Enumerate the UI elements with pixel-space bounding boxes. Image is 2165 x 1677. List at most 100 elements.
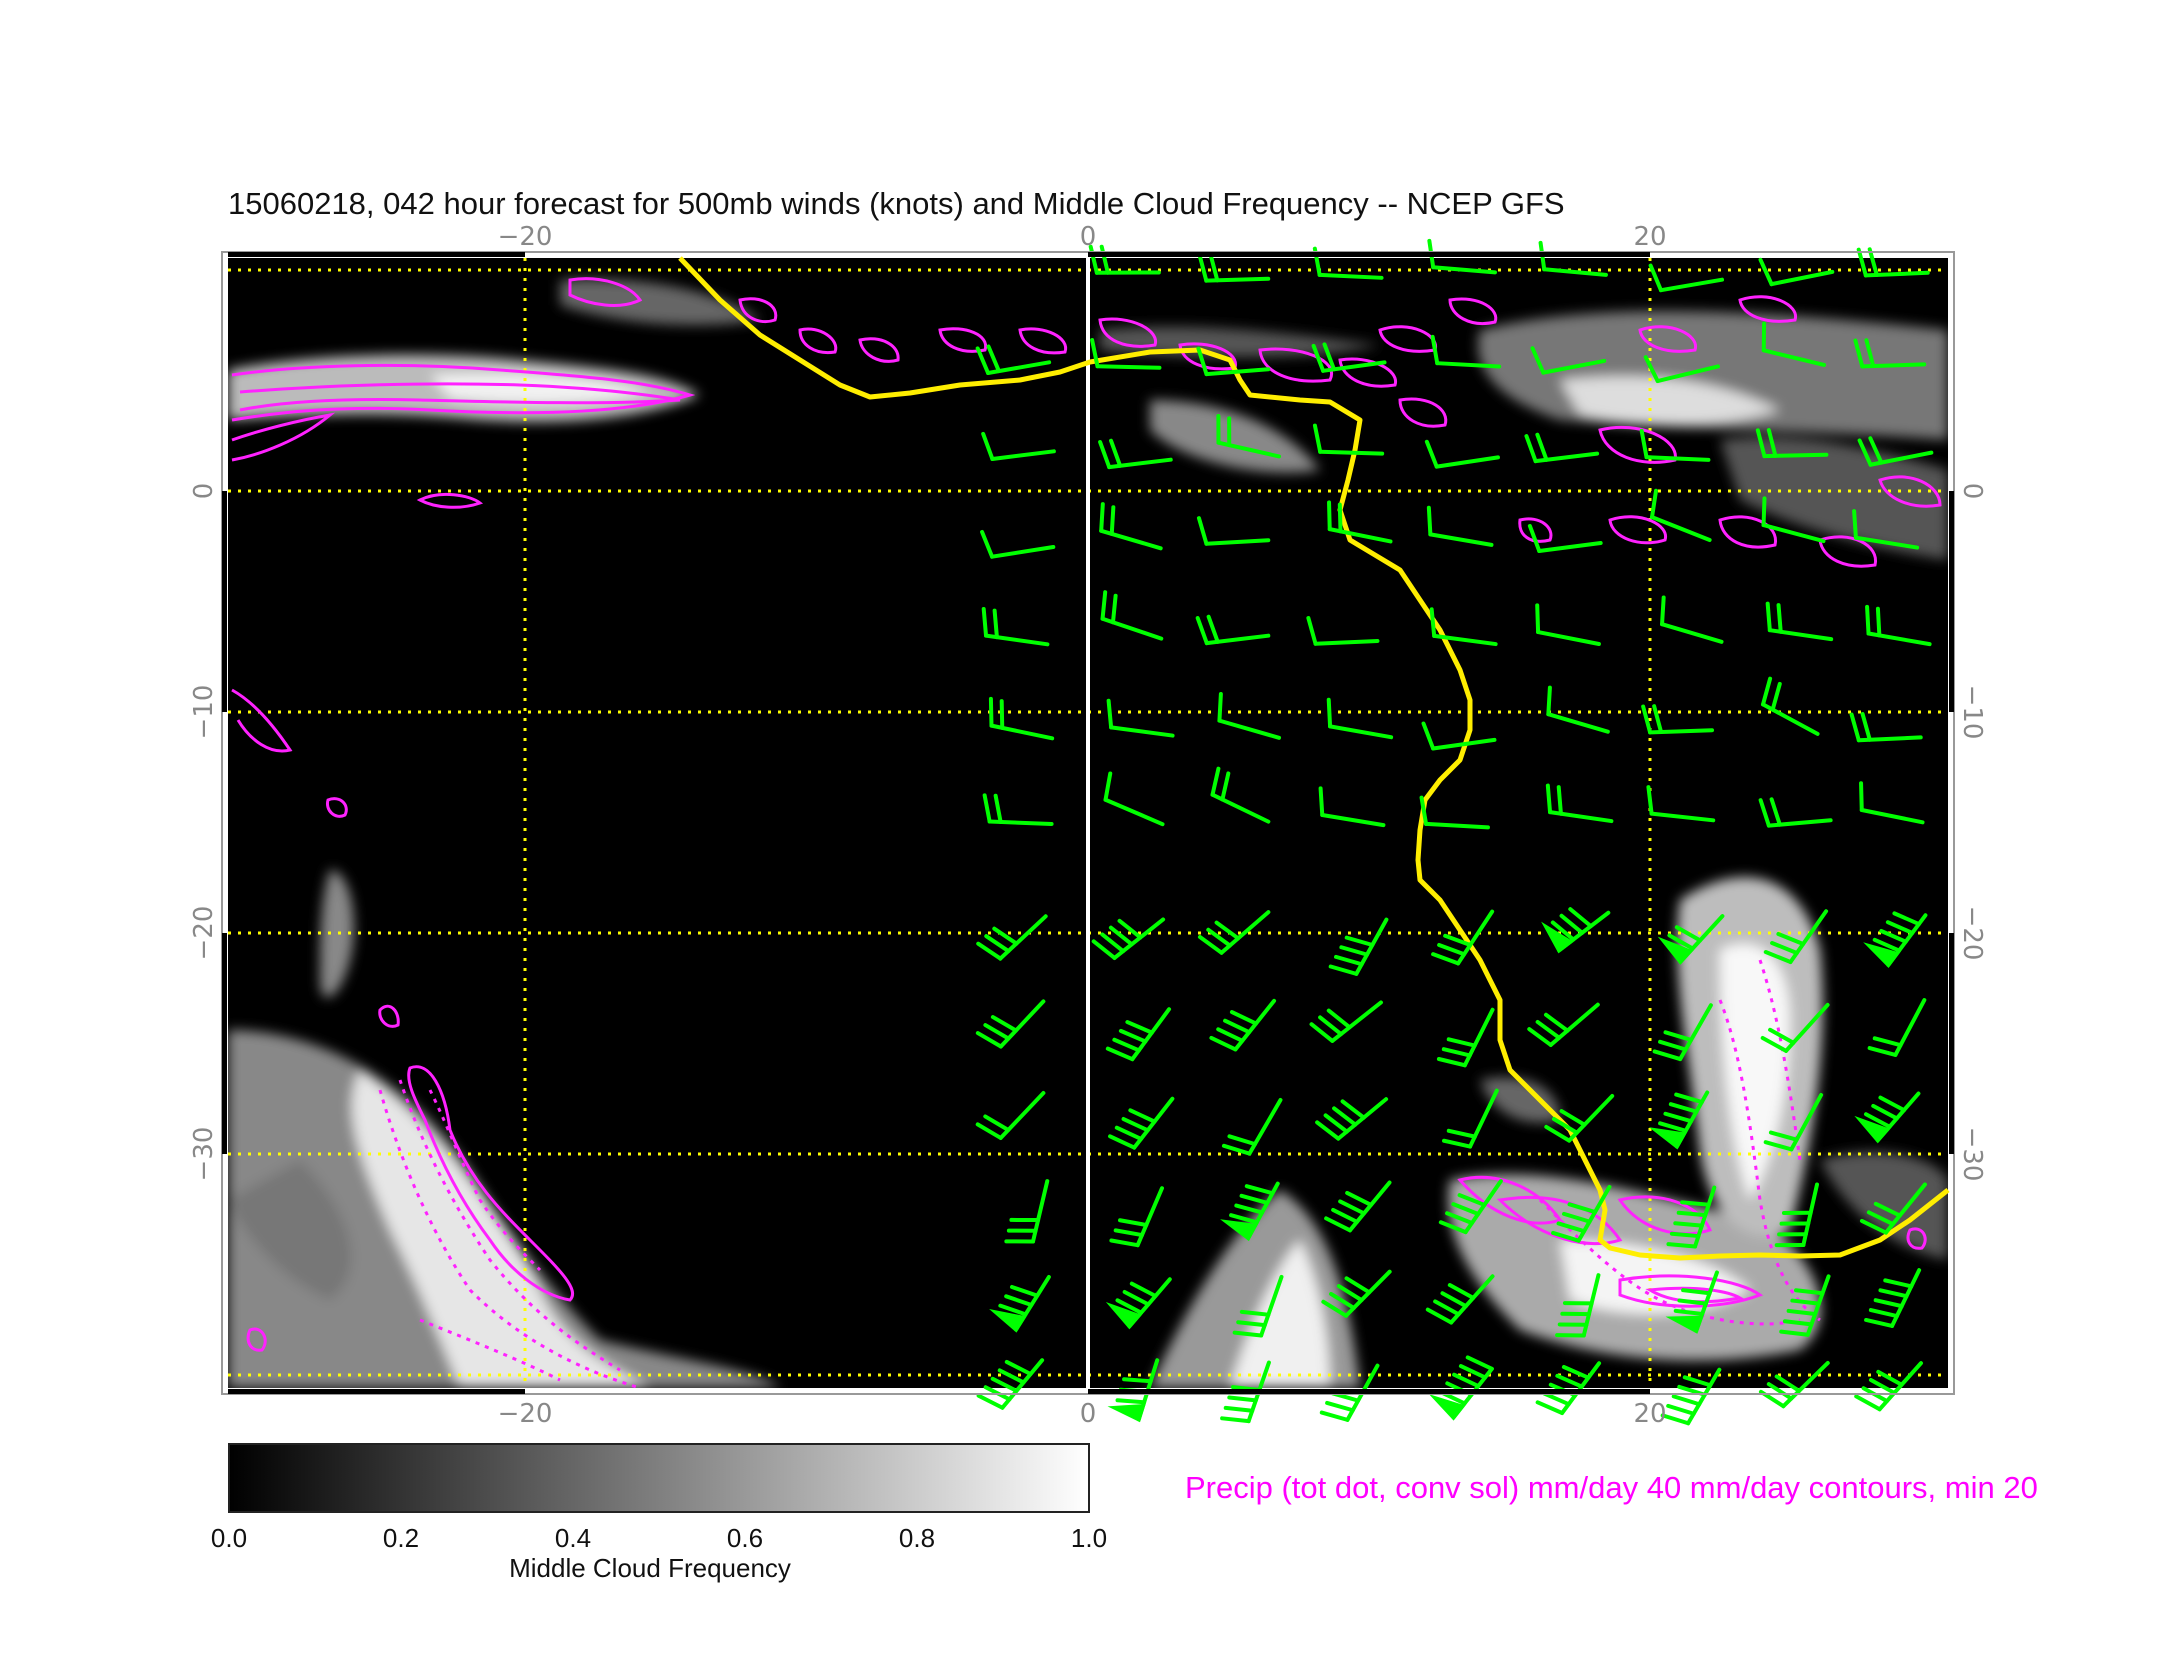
wind-barb [1551,1184,1612,1243]
wind-barb [1309,1000,1383,1043]
wind-barb [1210,766,1271,824]
wind-barb [1004,1179,1050,1244]
y-tick-left: −10 [189,685,219,740]
wind-barb [1527,1002,1600,1047]
x-tick-top: −20 [498,222,553,252]
wind-barb [1220,1181,1280,1242]
wind-barb [1546,685,1610,734]
wind-barb [975,344,1052,375]
wind-barb [1545,783,1614,824]
wind-barb [1530,346,1607,375]
wind-barb [1431,909,1495,966]
wind-barb [1326,697,1394,740]
wind-barb [1863,911,1928,969]
wind-barb [1321,1269,1392,1318]
wind-barb [1758,1360,1830,1409]
colorbar-tick: 0.4 [554,1523,592,1553]
wind-barb [1857,436,1934,467]
wind-barb [1090,338,1162,370]
wind-barb [1100,590,1164,641]
wind-barb [1436,1007,1495,1068]
wind-barb [976,1358,1045,1410]
wind-barb [1106,698,1175,738]
x-tick-bottom: 0 [1080,1399,1097,1429]
x-axis-top: −20 0 20 [498,222,1667,252]
wind-barb [1221,1097,1283,1156]
wind-barb [1315,1097,1389,1141]
wind-barb [1232,1274,1284,1338]
wind-barb [1324,1180,1392,1233]
wind-barb [1849,712,1923,743]
wind-barb [975,999,1046,1049]
wind-barb [1098,438,1173,470]
y-tick-right: −20 [1957,906,1987,961]
y-tick-left: −30 [189,1127,219,1182]
colorbar [228,1443,1090,1513]
cloud-frequency-field [228,279,1948,1388]
precip-legend-note: Precip (tot dot, conv sol) mm/day 40 mm/… [1185,1470,2038,1505]
wind-barb [1426,505,1494,547]
wind-barb [1438,1179,1503,1235]
wind-barb [1424,439,1500,469]
wind-barb [1779,1274,1831,1337]
wind-barb [981,607,1050,647]
frame-ticks [222,252,1954,1394]
wind-barb [1328,917,1389,976]
wind-barb [1099,502,1163,551]
wind-barb [1755,428,1829,459]
x-tick-top: 20 [1633,222,1666,252]
x-tick-bottom: 20 [1633,1399,1666,1429]
wind-barb [1646,785,1716,823]
y-tick-right: −10 [1957,685,1987,740]
wind-barb [1555,1273,1601,1338]
wind-barb [1196,346,1271,377]
wind-barb [1105,1277,1172,1330]
wind-barb [1641,704,1715,735]
x-axis-bottom: −20 0 20 [498,1399,1667,1429]
figure-title: 15060218, 042 hour forecast for 500mb wi… [228,186,1565,221]
wind-barb [1442,1088,1499,1149]
wind-barb [1196,516,1271,546]
wind-barb [1108,1096,1175,1150]
wind-barb [1209,998,1277,1052]
wind-barb [1761,321,1827,367]
y-axis-right: 0 −10 −20 −30 [1957,483,1987,1182]
wind-barb [1864,1268,1922,1328]
wind-barb [1105,1007,1172,1062]
wind-barb [1217,691,1282,740]
colorbar-tick: 0.0 [210,1523,248,1553]
coastline [678,256,1950,1261]
y-tick-right: −30 [1957,1127,1987,1182]
wind-barb [1761,496,1826,544]
wind-barb [1643,355,1720,384]
wind-barb [1311,342,1387,373]
wind-barb [1649,488,1712,543]
wind-barb [1535,603,1601,646]
wind-barb [1425,1274,1495,1325]
wind-barb [1541,907,1611,954]
wind-barb [1103,771,1165,827]
wind-barb [975,1091,1046,1140]
wind-barb [1854,1091,1921,1144]
wind-barb [1524,432,1600,464]
wind-barb [1306,616,1380,646]
wind-barb [1649,1090,1710,1150]
wind-barb [980,529,1056,559]
wind-barb [1666,1185,1717,1249]
y-axis-left: 0 −10 −20 −30 [189,483,219,1182]
wind-barb [1852,509,1920,550]
wind-barb [1665,1270,1719,1334]
wind-barb [1657,914,1725,965]
wind-barb [1197,252,1271,283]
wind-barb [1765,601,1834,642]
wind-barb [1527,523,1603,553]
wind-barb [976,914,1048,961]
wind-barb [988,696,1055,741]
colorbar-tick: 0.8 [898,1523,936,1553]
wind-barb [1774,1182,1820,1248]
colorbar-label: Middle Cloud Frequency [509,1553,791,1583]
wind-barb [1419,795,1490,830]
precip-contours [231,277,1942,1388]
